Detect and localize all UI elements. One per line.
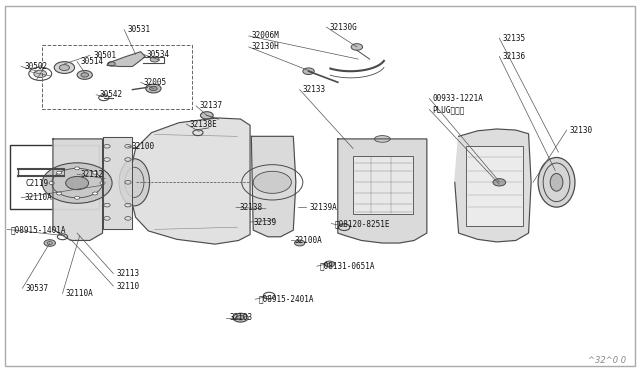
Circle shape	[93, 192, 98, 195]
Circle shape	[56, 171, 61, 174]
Text: 32137: 32137	[199, 101, 222, 110]
Circle shape	[56, 192, 61, 195]
Polygon shape	[53, 139, 102, 240]
Text: 32139: 32139	[253, 218, 276, 227]
Text: 32136: 32136	[502, 52, 525, 61]
Circle shape	[75, 167, 79, 170]
Text: Ⓜ08915-1401A: Ⓜ08915-1401A	[10, 225, 66, 234]
Text: 32130: 32130	[570, 126, 593, 135]
Text: 32110A: 32110A	[66, 289, 93, 298]
Text: C2119: C2119	[26, 179, 49, 187]
Text: 32103: 32103	[229, 313, 252, 322]
Text: 32112: 32112	[80, 170, 104, 179]
Polygon shape	[338, 139, 427, 243]
Text: 32100: 32100	[131, 142, 154, 151]
Bar	[467, 145, 524, 226]
Text: 30534: 30534	[147, 50, 170, 59]
Polygon shape	[102, 137, 132, 230]
Text: 32110: 32110	[116, 282, 140, 291]
Circle shape	[100, 182, 105, 185]
Text: 32110A: 32110A	[24, 193, 52, 202]
Ellipse shape	[119, 159, 150, 206]
Text: 32006M: 32006M	[252, 31, 280, 41]
Circle shape	[294, 240, 305, 246]
Circle shape	[93, 171, 98, 174]
Text: 32100A: 32100A	[294, 236, 323, 245]
Text: 30531: 30531	[127, 25, 150, 34]
Circle shape	[60, 65, 70, 71]
Circle shape	[34, 70, 47, 77]
Text: 30542: 30542	[99, 90, 122, 99]
Circle shape	[150, 57, 159, 62]
Circle shape	[150, 86, 157, 91]
Circle shape	[64, 170, 70, 174]
Circle shape	[233, 313, 248, 322]
Text: 32133: 32133	[303, 85, 326, 94]
Ellipse shape	[550, 173, 563, 191]
Text: 32113: 32113	[116, 269, 140, 278]
Circle shape	[81, 73, 88, 77]
Circle shape	[324, 261, 335, 267]
Text: Ⓜ08915-2401A: Ⓜ08915-2401A	[259, 295, 314, 304]
Circle shape	[75, 196, 79, 199]
Circle shape	[108, 62, 115, 66]
Text: 32138E: 32138E	[189, 120, 218, 129]
Circle shape	[303, 68, 314, 74]
Ellipse shape	[538, 157, 575, 207]
Circle shape	[351, 44, 363, 50]
Circle shape	[200, 112, 213, 119]
Circle shape	[49, 182, 54, 185]
Circle shape	[237, 315, 244, 320]
Circle shape	[493, 179, 506, 186]
Circle shape	[66, 176, 88, 190]
Text: 00933-1221A: 00933-1221A	[433, 94, 483, 103]
Ellipse shape	[374, 136, 390, 142]
Text: 32135: 32135	[502, 33, 525, 43]
Circle shape	[61, 169, 74, 176]
Text: PLUGプラグ: PLUGプラグ	[433, 105, 465, 114]
Text: 32139A: 32139A	[309, 203, 337, 212]
Text: 30537: 30537	[26, 284, 49, 293]
Circle shape	[42, 163, 112, 203]
Text: 32005: 32005	[144, 78, 167, 87]
Text: 30501: 30501	[93, 51, 116, 60]
Text: 32130H: 32130H	[252, 42, 280, 51]
Polygon shape	[107, 52, 145, 67]
Circle shape	[146, 84, 161, 93]
Text: 32138: 32138	[239, 203, 262, 212]
Circle shape	[77, 71, 92, 79]
Text: 30502: 30502	[24, 62, 47, 71]
Bar	[10, 145, 99, 209]
Polygon shape	[455, 129, 531, 242]
Polygon shape	[132, 118, 250, 244]
Text: Ⓑ08131-0651A: Ⓑ08131-0651A	[320, 262, 376, 271]
Text: Ⓑ08120-8251E: Ⓑ08120-8251E	[335, 219, 390, 228]
Circle shape	[54, 62, 75, 73]
Circle shape	[253, 171, 291, 193]
Text: 30514: 30514	[80, 57, 104, 66]
Bar	[353, 156, 413, 214]
Polygon shape	[252, 137, 296, 237]
Text: 32130G: 32130G	[330, 23, 357, 32]
Circle shape	[44, 240, 56, 246]
Text: ^32^0 0: ^32^0 0	[588, 356, 627, 365]
